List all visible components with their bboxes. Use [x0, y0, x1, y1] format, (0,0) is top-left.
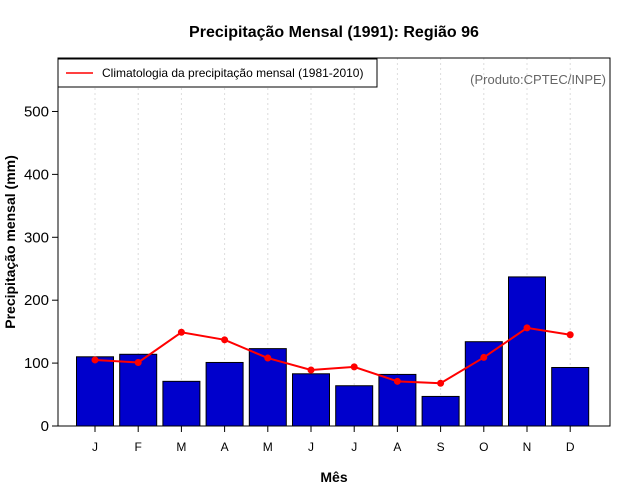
chart-title: Precipitação Mensal (1991): Região 96: [189, 24, 479, 41]
y-tick-label: 200: [24, 292, 49, 309]
x-tick-label: D: [566, 440, 575, 454]
x-tick-label: N: [523, 440, 532, 454]
x-tick-label: F: [135, 440, 142, 454]
bar-a-4: [205, 361, 244, 427]
climatology-point: [350, 363, 358, 371]
climatology-point: [91, 356, 99, 364]
bar-j-1: [76, 356, 114, 427]
y-tick-label: 400: [24, 166, 49, 183]
bars: [76, 276, 590, 427]
bar-n-11: [508, 276, 546, 427]
x-tick-label: O: [479, 440, 488, 454]
credit-annotation: (Produto:CPTEC/INPE): [470, 72, 606, 87]
climatology-point: [264, 354, 272, 362]
legend: Climatologia da precipitação mensal (198…: [57, 58, 378, 88]
bar-d-12: [551, 366, 590, 427]
climatology-point: [393, 377, 401, 385]
bar-m-3: [162, 380, 201, 427]
climatology-point: [221, 336, 229, 344]
climatology-point: [134, 358, 142, 366]
climatology-point: [523, 324, 531, 332]
climatology-point: [566, 331, 574, 339]
bar-j-6: [292, 373, 330, 427]
legend-box: [57, 58, 378, 88]
x-axis-title: Mês: [320, 469, 347, 485]
x-tick-label: M: [176, 440, 186, 454]
y-axis-title: Precipitação mensal (mm): [2, 155, 18, 329]
climatology-point: [437, 379, 445, 387]
y-tick-label: 500: [24, 103, 49, 120]
x-tick-label: J: [308, 440, 314, 454]
climatology-line: [91, 324, 574, 387]
x-tick-label: A: [393, 440, 401, 454]
y-axis: 0 100 200 300 400 500: [24, 103, 58, 435]
x-tick-label: S: [437, 440, 445, 454]
x-tick-label: J: [351, 440, 357, 454]
bar-j-7: [335, 385, 374, 427]
y-tick-label: 0: [41, 418, 49, 435]
climatology-series-line: [94, 326, 571, 385]
y-tick-label: 100: [24, 355, 49, 372]
climatology-point: [480, 353, 488, 361]
legend-label: Climatologia da precipitação mensal (198…: [102, 66, 363, 80]
plot-frame: [57, 57, 611, 427]
y-tick-label: 300: [24, 229, 49, 246]
bar-s-9: [421, 395, 460, 427]
x-tick-label: A: [221, 440, 229, 454]
x-tick-label: J: [92, 440, 98, 454]
climatology-point: [177, 328, 185, 336]
x-tick-label: M: [263, 440, 273, 454]
climatology-point: [307, 366, 315, 374]
